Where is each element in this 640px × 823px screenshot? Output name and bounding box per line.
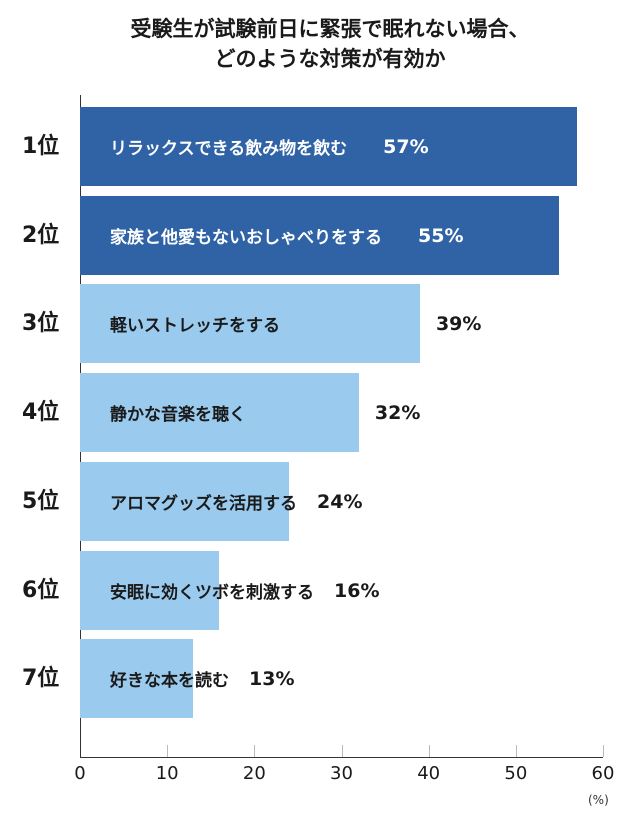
bar bbox=[80, 551, 220, 630]
rank-label: 7位 bbox=[22, 666, 60, 691]
bar-text: 好きな本を読む 13% bbox=[110, 639, 294, 718]
rank-label: 2位 bbox=[22, 223, 60, 248]
x-axis-unit: (%) bbox=[588, 793, 609, 807]
category-label: リラックスできる飲み物を飲む bbox=[110, 139, 348, 159]
bar-text: 安眠に効くツボを刺激する 16% bbox=[110, 551, 379, 630]
bar bbox=[80, 196, 560, 275]
bar bbox=[80, 462, 290, 541]
x-tick bbox=[515, 745, 517, 757]
value-label: 32% bbox=[374, 401, 421, 424]
x-tick bbox=[254, 745, 256, 757]
x-tick-label: 60 bbox=[591, 763, 615, 784]
bar-text: アロマグッズを活用する 24% bbox=[110, 462, 362, 541]
x-tick-label: 20 bbox=[242, 763, 266, 784]
bar bbox=[80, 373, 359, 452]
x-tick-label: 0 bbox=[74, 763, 86, 784]
x-tick-label: 30 bbox=[330, 763, 353, 784]
rank-label: 6位 bbox=[22, 578, 60, 603]
category-label: 好きな本を読む bbox=[110, 671, 229, 691]
rank-label: 1位 bbox=[22, 134, 60, 159]
bar bbox=[80, 284, 420, 363]
x-tick-label: 50 bbox=[504, 763, 528, 784]
rank-label: 3位 bbox=[22, 311, 60, 336]
value-label: 16% bbox=[334, 579, 380, 602]
x-tick-label: 10 bbox=[155, 763, 179, 784]
bar bbox=[80, 639, 194, 718]
bar-text: 静かな音楽を聴く 32% bbox=[110, 373, 420, 452]
category-label: 家族と他愛もないおしゃべりをする bbox=[110, 228, 382, 248]
value-label: 13% bbox=[249, 667, 295, 690]
x-tick bbox=[428, 745, 430, 757]
category-label: アロマグッズを活用する bbox=[110, 494, 297, 514]
rank-label: 4位 bbox=[22, 400, 60, 425]
value-label: 39% bbox=[435, 312, 482, 335]
x-tick-label: 40 bbox=[417, 763, 441, 784]
x-tick bbox=[603, 745, 604, 757]
x-tick bbox=[167, 745, 169, 757]
value-label: 57% bbox=[383, 135, 429, 158]
rank-label: 5位 bbox=[22, 489, 60, 514]
category-label: 静かな音楽を聴く bbox=[110, 405, 246, 425]
bar bbox=[80, 107, 577, 186]
value-label: 24% bbox=[317, 490, 363, 513]
category-label: 安眠に効くツボを刺激する bbox=[110, 583, 314, 603]
category-label: 軽いストレッチをする bbox=[110, 316, 280, 336]
chart-title: 受験生が試験前日に緊張で眠れない場合、 どのような対策が有効か bbox=[130, 17, 530, 71]
x-axis-line bbox=[80, 757, 603, 758]
x-tick bbox=[341, 745, 343, 757]
value-label: 55% bbox=[418, 224, 464, 247]
bar-text: リラックスできる飲み物を飲む 57% bbox=[110, 107, 429, 186]
bar-text: 軽いストレッチをする 39% bbox=[110, 284, 481, 363]
bar-text: 家族と他愛もないおしゃべりをする 55% bbox=[110, 196, 463, 275]
